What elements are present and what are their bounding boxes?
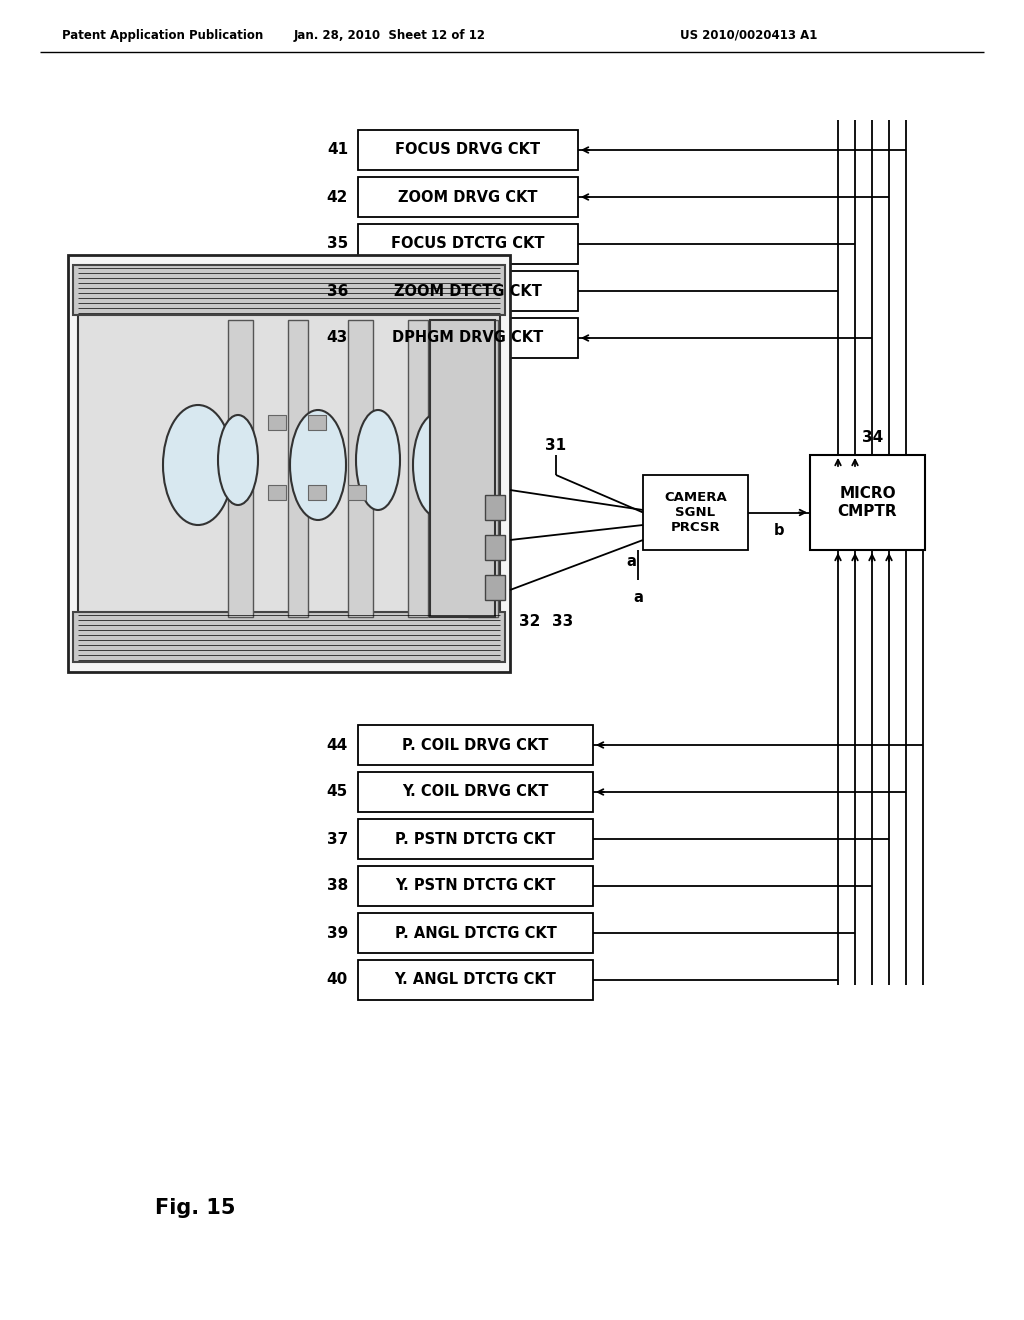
FancyBboxPatch shape <box>430 319 495 616</box>
FancyBboxPatch shape <box>268 414 286 430</box>
Text: ZOOM DRVG CKT: ZOOM DRVG CKT <box>398 190 538 205</box>
Text: b: b <box>774 523 784 539</box>
FancyBboxPatch shape <box>73 612 505 663</box>
Text: a: a <box>626 554 636 569</box>
Text: 34: 34 <box>862 429 883 445</box>
Text: Jan. 28, 2010  Sheet 12 of 12: Jan. 28, 2010 Sheet 12 of 12 <box>294 29 486 41</box>
Text: Patent Application Publication: Patent Application Publication <box>62 29 263 41</box>
FancyBboxPatch shape <box>308 484 326 500</box>
Text: P. ANGL DTCTG CKT: P. ANGL DTCTG CKT <box>394 925 556 940</box>
Text: 38: 38 <box>327 879 348 894</box>
FancyBboxPatch shape <box>358 129 578 170</box>
Text: US 2010/0020413 A1: US 2010/0020413 A1 <box>680 29 817 41</box>
FancyBboxPatch shape <box>810 455 925 550</box>
FancyBboxPatch shape <box>268 484 286 500</box>
Text: FOCUS DTCTG CKT: FOCUS DTCTG CKT <box>391 236 545 252</box>
Text: Y. ANGL DTCTG CKT: Y. ANGL DTCTG CKT <box>394 973 556 987</box>
Ellipse shape <box>163 405 233 525</box>
Text: 42: 42 <box>327 190 348 205</box>
FancyBboxPatch shape <box>228 319 253 616</box>
FancyBboxPatch shape <box>308 414 326 430</box>
FancyBboxPatch shape <box>358 725 593 766</box>
FancyBboxPatch shape <box>408 319 428 616</box>
Text: 36: 36 <box>327 284 348 298</box>
Text: Y. PSTN DTCTG CKT: Y. PSTN DTCTG CKT <box>395 879 556 894</box>
Text: DPHGM DRVG CKT: DPHGM DRVG CKT <box>392 330 544 346</box>
Text: 32: 32 <box>519 615 541 630</box>
FancyBboxPatch shape <box>485 495 505 520</box>
FancyBboxPatch shape <box>358 913 593 953</box>
FancyBboxPatch shape <box>73 265 505 315</box>
Ellipse shape <box>290 411 346 520</box>
FancyBboxPatch shape <box>358 224 578 264</box>
FancyBboxPatch shape <box>358 318 578 358</box>
Text: 33: 33 <box>552 615 573 630</box>
Text: 35: 35 <box>327 236 348 252</box>
FancyBboxPatch shape <box>358 271 578 312</box>
Ellipse shape <box>356 411 400 510</box>
Text: P. COIL DRVG CKT: P. COIL DRVG CKT <box>402 738 549 752</box>
FancyBboxPatch shape <box>358 960 593 1001</box>
Text: 44: 44 <box>327 738 348 752</box>
Text: 39: 39 <box>327 925 348 940</box>
FancyBboxPatch shape <box>643 475 748 550</box>
FancyBboxPatch shape <box>358 818 593 859</box>
FancyBboxPatch shape <box>358 772 593 812</box>
Text: MICRO
CMPTR: MICRO CMPTR <box>838 486 897 519</box>
Text: Fig. 15: Fig. 15 <box>155 1199 236 1218</box>
FancyBboxPatch shape <box>485 535 505 560</box>
FancyBboxPatch shape <box>348 319 373 616</box>
FancyBboxPatch shape <box>288 319 308 616</box>
Text: 40: 40 <box>327 973 348 987</box>
Text: a: a <box>633 590 643 605</box>
Text: 37: 37 <box>327 832 348 846</box>
FancyBboxPatch shape <box>358 177 578 216</box>
FancyBboxPatch shape <box>485 576 505 601</box>
Text: 41: 41 <box>327 143 348 157</box>
Ellipse shape <box>413 413 463 517</box>
Text: 43: 43 <box>327 330 348 346</box>
FancyBboxPatch shape <box>68 255 510 672</box>
FancyBboxPatch shape <box>358 866 593 906</box>
Text: 31: 31 <box>546 437 566 453</box>
Text: ZOOM DTCTG CKT: ZOOM DTCTG CKT <box>394 284 542 298</box>
Ellipse shape <box>218 414 258 506</box>
Text: Y. COIL DRVG CKT: Y. COIL DRVG CKT <box>402 784 549 800</box>
FancyBboxPatch shape <box>468 319 498 616</box>
Text: FOCUS DRVG CKT: FOCUS DRVG CKT <box>395 143 541 157</box>
Text: 45: 45 <box>327 784 348 800</box>
Text: CAMERA
SGNL
PRCSR: CAMERA SGNL PRCSR <box>665 491 727 535</box>
FancyBboxPatch shape <box>78 285 500 642</box>
Text: P. PSTN DTCTG CKT: P. PSTN DTCTG CKT <box>395 832 556 846</box>
FancyBboxPatch shape <box>348 484 366 500</box>
